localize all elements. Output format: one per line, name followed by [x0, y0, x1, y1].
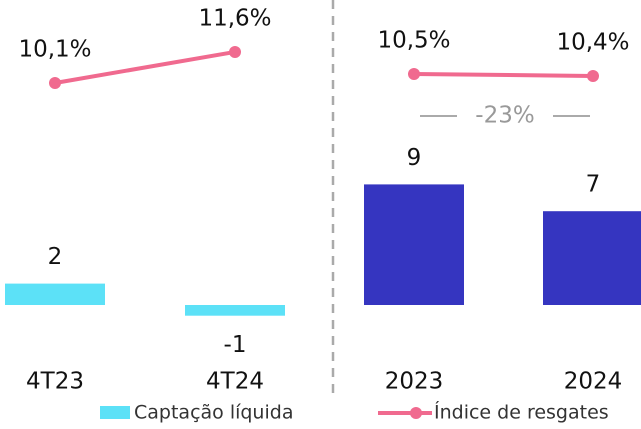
- legend-swatch: [100, 406, 130, 419]
- x-tick-label: 2023: [385, 369, 444, 395]
- data-label: 10,4%: [556, 30, 629, 56]
- data-label: 2: [48, 244, 63, 270]
- legend-label: Índice de resgates: [434, 401, 609, 424]
- x-tick-label: 2024: [564, 369, 623, 395]
- data-label: -1: [224, 332, 247, 358]
- data-label: 10,1%: [18, 37, 91, 63]
- x-tick-label: 4T23: [26, 369, 84, 395]
- marker: [408, 68, 420, 80]
- marker: [229, 45, 241, 58]
- bar: [543, 211, 641, 305]
- line: [413, 72, 594, 78]
- marker: [49, 77, 61, 89]
- x-tick-label: 4T24: [206, 369, 264, 395]
- legend-label: Captação líquida: [134, 402, 293, 424]
- data-label: 11,6%: [198, 5, 271, 31]
- data-label: 7: [586, 172, 601, 198]
- marker: [587, 70, 599, 82]
- bar: [364, 184, 464, 305]
- data-label: 9: [407, 145, 422, 171]
- data-label: 10,5%: [377, 28, 450, 54]
- line: [54, 49, 236, 85]
- bar: [185, 305, 285, 316]
- legend-swatch: [410, 407, 422, 419]
- annotation: -23%: [475, 103, 534, 129]
- bar: [5, 283, 105, 305]
